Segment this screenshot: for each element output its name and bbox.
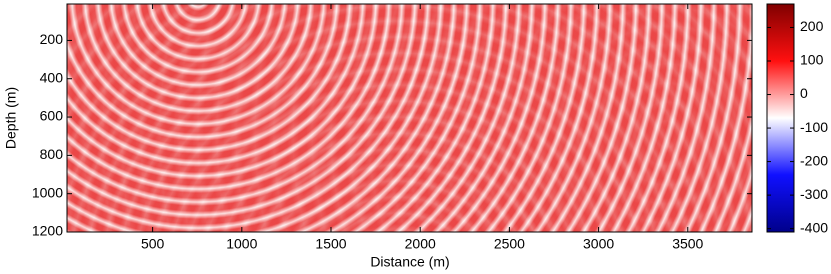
colorbar-tick-label: -400 [800, 219, 828, 235]
x-tick-label: 2000 [405, 236, 436, 252]
colorbar [766, 3, 795, 233]
y-tick-label: 200 [40, 31, 64, 47]
colorbar-tick-label: -200 [800, 152, 828, 168]
colorbar-tick-label: 0 [800, 85, 808, 101]
colorbar-tick-label: -100 [800, 119, 828, 135]
x-tick-label: 3500 [672, 236, 703, 252]
y-tick-label: 600 [40, 108, 64, 124]
y-axis-label: Depth (m) [3, 87, 19, 149]
x-tick-label: 2500 [494, 236, 525, 252]
colorbar-tick-label: -300 [800, 186, 828, 202]
wavefield-image [67, 4, 752, 232]
colorbar-tick-label: 200 [800, 18, 824, 34]
y-tick-label: 1200 [32, 223, 63, 239]
y-tick-label: 1000 [32, 184, 63, 200]
x-axis-label: Distance (m) [370, 254, 449, 270]
x-tick-label: 1000 [226, 236, 257, 252]
plot-frame [66, 3, 753, 233]
x-tick-label: 500 [141, 236, 165, 252]
colorbar-tick-label: 100 [800, 52, 824, 68]
x-tick-label: 1500 [315, 236, 346, 252]
y-tick-label: 800 [40, 146, 64, 162]
x-tick-label: 3000 [583, 236, 614, 252]
y-tick-label: 400 [40, 69, 64, 85]
